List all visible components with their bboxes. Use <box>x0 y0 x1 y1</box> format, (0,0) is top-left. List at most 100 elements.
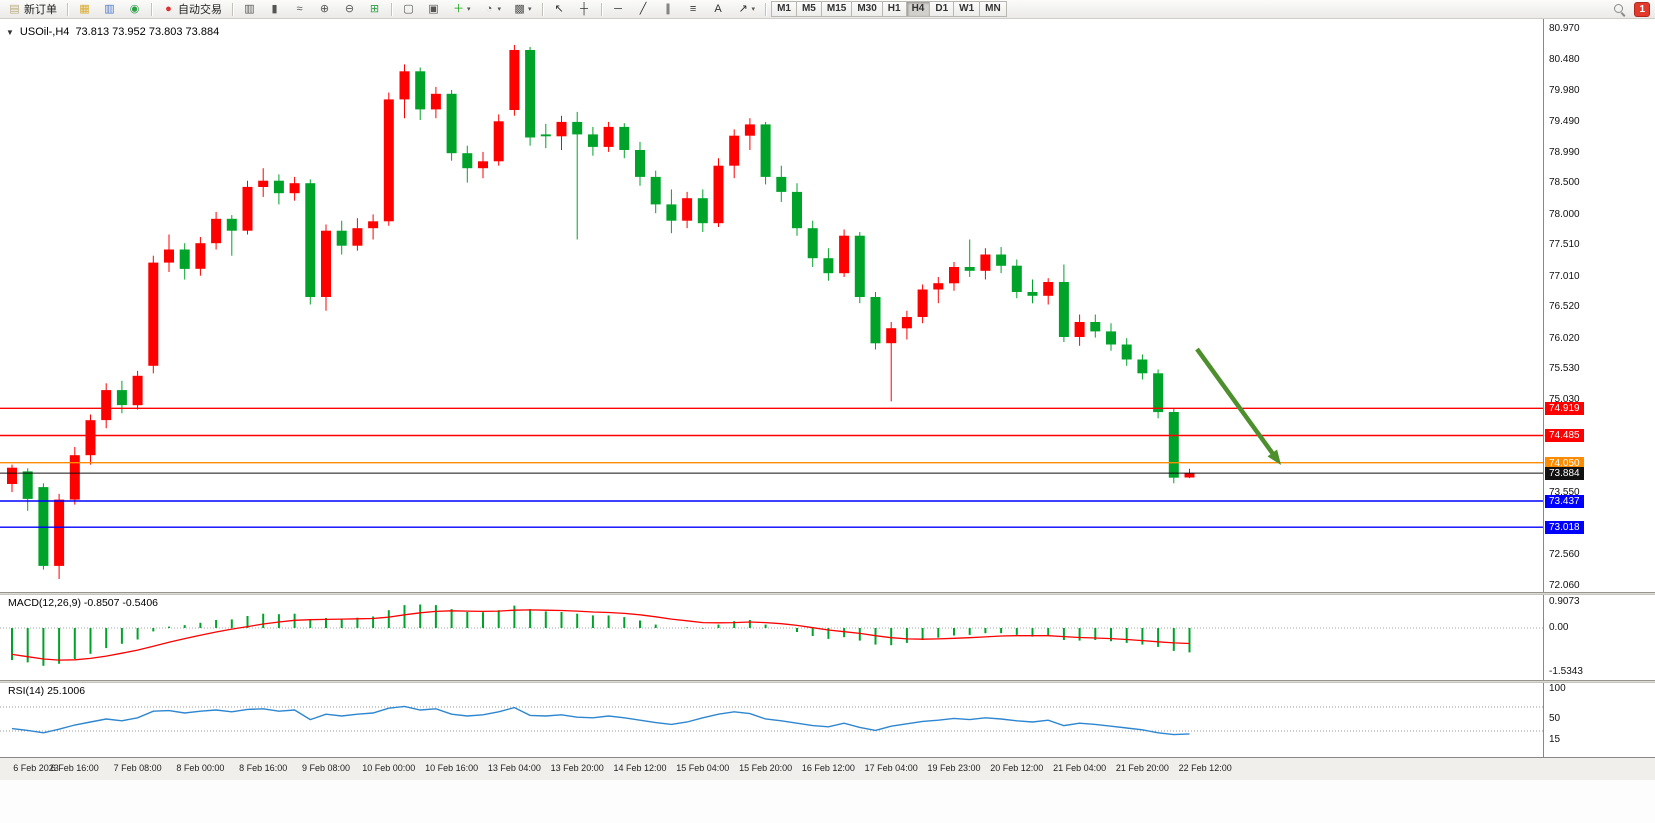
status-strip <box>0 779 1655 823</box>
bar-chart-icon[interactable]: ▥ <box>238 0 261 18</box>
bar-chart-icon: ▥ <box>244 3 255 15</box>
add-indicator-button[interactable]: ＋ ▾ <box>447 0 476 18</box>
price-scale[interactable]: 80.970 80.480 79.980 79.490 78.990 78.500 78.0… <box>1543 18 1655 757</box>
panel-separator[interactable] <box>0 680 1655 683</box>
time-label: 15 Feb 04:00 <box>676 763 730 773</box>
candlestick-chart-icon[interactable]: ▮ <box>263 0 286 18</box>
chart-title: ▼ USOil-,H4 73.813 73.952 73.803 73.884 <box>6 26 219 38</box>
arrows-tool-button: ↗ <box>738 3 748 15</box>
toolbar-right: 1 <box>1613 1 1652 17</box>
timeframe-button-M15[interactable]: M15 <box>820 1 852 17</box>
templates-button[interactable]: ▩ ▾ <box>508 0 537 18</box>
timeframe-button-H1[interactable]: H1 <box>881 1 906 17</box>
toolbar-separator <box>391 2 392 16</box>
auto-trading-button[interactable]: ● 自动交易 <box>157 0 227 18</box>
cursor-tool-icon: ↖ <box>554 3 564 15</box>
new-order-button: ▤ <box>9 3 20 15</box>
price-tick: 78.990 <box>1549 146 1580 158</box>
arrange-windows-icon[interactable]: ▢ <box>397 0 420 18</box>
trendline-tool-icon: ╱ <box>639 3 647 15</box>
rsi-scale-label: 100 <box>1549 683 1566 694</box>
cascade-windows-icon[interactable]: ▣ <box>422 0 445 18</box>
trendline-tool-icon[interactable]: ╱ <box>632 0 655 18</box>
toolbar-separator <box>67 2 68 16</box>
auto-trading-button: ● <box>165 3 172 15</box>
new-order-button-label: 新订单 <box>24 4 57 16</box>
text-tool-icon: A <box>714 3 722 15</box>
charts-window-icon[interactable]: ▦ <box>73 0 96 18</box>
time-label: 6 Feb 2023 <box>13 763 59 773</box>
tile-windows-icon[interactable]: ⊞ <box>363 0 386 18</box>
refresh-data-icon[interactable]: ◉ <box>123 0 146 18</box>
time-label: 14 Feb 12:00 <box>613 763 667 773</box>
zoom-in-icon: ⊕ <box>319 3 330 15</box>
macd-panel[interactable]: MACD(12,26,9) -0.8507 -0.5406 <box>0 595 1543 680</box>
time-label: 22 Feb 12:00 <box>1178 763 1232 773</box>
timeframe-button-H4[interactable]: H4 <box>905 1 930 17</box>
timeframe-button-M1[interactable]: M1 <box>771 1 796 17</box>
chevron-down-icon: ▾ <box>467 6 471 13</box>
timeframe-button-MN[interactable]: MN <box>979 1 1007 17</box>
crosshair-tool-icon: ┼ <box>580 3 588 15</box>
time-label: 8 Feb 16:00 <box>239 763 288 773</box>
zoom-out-icon[interactable]: ⊖ <box>338 0 361 18</box>
rsi-scale-label: 15 <box>1549 734 1561 745</box>
chevron-down-icon: ▾ <box>497 6 502 13</box>
arrange-windows-icon: ▢ <box>403 3 414 15</box>
timeframe-button-M30[interactable]: M30 <box>851 1 882 17</box>
candlestick-chart-icon: ▮ <box>271 3 278 15</box>
price-badge: 73.437 <box>1545 495 1584 508</box>
time-label: 7 Feb 08:00 <box>113 763 162 773</box>
tile-windows-icon: ⊞ <box>369 3 380 15</box>
zoom-out-icon: ⊖ <box>344 3 355 15</box>
line-chart-icon: ≈ <box>296 3 303 15</box>
zoom-in-icon[interactable]: ⊕ <box>313 0 336 18</box>
price-tick: 73.550 <box>1549 486 1580 498</box>
macd-scale-label: 0.00 <box>1549 622 1569 633</box>
hline-tool-icon[interactable]: ─ <box>607 0 630 18</box>
price-tick: 77.510 <box>1549 239 1580 251</box>
rsi-label: RSI(14) 25.1006 <box>8 685 86 697</box>
price-tick: 76.520 <box>1549 301 1580 313</box>
price-tick: 79.980 <box>1549 84 1580 96</box>
channel-tool-icon[interactable]: ∥ <box>657 0 680 18</box>
time-label: 13 Feb 04:00 <box>487 763 541 773</box>
refresh-data-icon: ◉ <box>129 3 140 15</box>
panel-separator[interactable] <box>0 592 1655 595</box>
chart-plot[interactable]: ▼ USOil-,H4 73.813 73.952 73.803 73.884 <box>0 18 1543 592</box>
auto-trading-button-label: 自动交易 <box>178 4 222 16</box>
toolbar: ▤ 新订单 ▦ ▥ ◉ ● 自动交易 ▥ ▮ ≈ ⊕ ⊖ ⊞ ▢ ▣ ＋ ▾ ◔ ▾ ▩ ▾ ↖ ┼ ─ ╱ ∥ ≡ A ↗ ▾ M1 M5… <box>0 0 1655 19</box>
profiles-icon: ▥ <box>104 3 115 15</box>
toolbar-separator <box>541 2 543 16</box>
notifications-badge[interactable]: 1 <box>1634 1 1650 17</box>
timeframe-button-W1[interactable]: W1 <box>953 1 980 17</box>
periods-button[interactable]: ◔ ▾ <box>478 0 507 18</box>
timeframe-button-D1[interactable]: D1 <box>929 1 954 17</box>
line-chart-icon[interactable]: ≈ <box>288 0 311 18</box>
chevron-down-icon[interactable]: ▼ <box>6 27 14 37</box>
price-badge: 73.884 <box>1545 467 1584 481</box>
rsi-panel[interactable]: RSI(14) 25.1006 <box>0 683 1543 757</box>
price-tick: 72.060 <box>1549 580 1580 592</box>
price-tick: 76.020 <box>1549 332 1580 344</box>
time-axis[interactable]: 6 Feb 2023 6 Feb 16:00 7 Feb 08:00 8 Feb 00… <box>0 757 1655 780</box>
new-order-button[interactable]: ▤ 新订单 <box>3 0 62 18</box>
fibonacci-tool-icon[interactable]: ≡ <box>682 0 705 18</box>
text-tool-icon[interactable]: A <box>707 0 730 18</box>
time-label: 10 Feb 16:00 <box>425 763 479 773</box>
arrows-tool-button[interactable]: ↗ ▾ <box>732 0 761 18</box>
search-icon[interactable] <box>1613 3 1626 17</box>
price-plot-svg <box>0 45 1543 579</box>
toolbar-separator <box>232 2 233 16</box>
time-label: 21 Feb 20:00 <box>1115 763 1169 773</box>
toolbar-separator <box>600 2 602 16</box>
toolbar-separator <box>765 2 767 16</box>
crosshair-tool-icon[interactable]: ┼ <box>573 0 596 18</box>
time-label: 10 Feb 00:00 <box>362 763 416 773</box>
price-tick: 78.000 <box>1549 208 1580 220</box>
time-label: 19 Feb 23:00 <box>927 763 981 773</box>
time-label: 6 Feb 16:00 <box>50 763 99 773</box>
timeframe-button-M5[interactable]: M5 <box>795 1 821 17</box>
cursor-tool-icon[interactable]: ↖ <box>548 0 571 18</box>
profiles-icon[interactable]: ▥ <box>98 0 121 18</box>
